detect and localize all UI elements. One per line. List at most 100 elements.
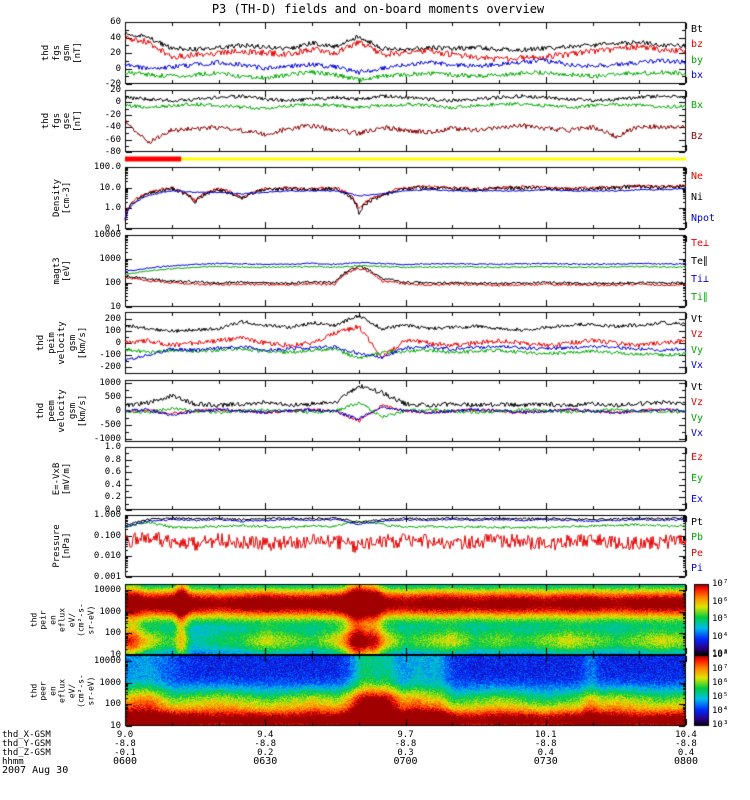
y-tick-label: 0.100 (93, 530, 121, 541)
y-tick-label: 0.1 (104, 224, 121, 234)
bottom-tick-value: 0600 (112, 756, 138, 767)
legend-label: Pe (691, 547, 704, 559)
y-tick-label: 0 (115, 97, 121, 108)
y-tick-label: 0.4 (104, 479, 121, 490)
legend-label: Vx (691, 428, 704, 440)
panel-ylabel: peer (38, 680, 48, 701)
y-tick-label: 1000 (99, 606, 121, 617)
colorbar-tick-label: 10⁷ (712, 664, 729, 674)
legend-label: Ni (691, 192, 704, 203)
y-tick-label: -20 (104, 79, 121, 89)
y-tick-label: 10000 (93, 656, 121, 667)
panel-ylabel: eflux (57, 678, 67, 703)
y-tick-label: 0.6 (104, 467, 121, 478)
y-tick-label: -100 (99, 349, 121, 360)
colorbar-tick-label: 10⁷ (712, 579, 729, 589)
bottom-tick-value: 9.4 (257, 730, 274, 740)
y-tick-label: 100 (104, 699, 121, 710)
date-label: 2007 Aug 30 (2, 765, 69, 776)
panel-ylabel: gse (62, 112, 73, 130)
y-tick-label: 10000 (93, 230, 121, 240)
legend-label: bx (691, 70, 704, 82)
panel-ylabel: [cm-3] (62, 181, 73, 215)
panel-ylabel: [eV] (62, 260, 73, 282)
panel-ylabel: velocity (57, 321, 67, 365)
panel-ylabel: (cm²-s- (76, 602, 86, 637)
legend-label: Ti⊥ (691, 274, 710, 285)
y-tick-label: 100 (104, 326, 121, 337)
colorbar-tick-label: 10⁵ (712, 692, 729, 702)
bottom-tick-value: -8.8 (394, 739, 417, 749)
bottom-tick-value: 0.4 (537, 748, 554, 758)
y-tick-label: 200 (104, 314, 121, 325)
bottom-row-label: hhmm (2, 757, 24, 767)
legend-label: Ne (691, 171, 704, 183)
y-tick-label: 500 (104, 391, 121, 402)
colorbar-tick-label: 10⁴ (712, 706, 729, 716)
panel-ylabel: thd (41, 44, 52, 62)
legend-label: Te∥ (691, 256, 709, 267)
panel-ylabel: [mV/m] (62, 462, 73, 495)
panel-ylabel: [nT] (72, 110, 83, 132)
y-tick-label: 10000 (93, 585, 121, 596)
y-tick-label: 10 (110, 302, 121, 312)
colorbar-tick-label: 10³ (712, 720, 729, 730)
y-tick-label: 20 (110, 48, 121, 58)
y-tick-label: -200 (99, 361, 121, 372)
legend-label: Vt (691, 381, 704, 393)
bottom-tick-value: 9.7 (397, 730, 414, 740)
bottom-tick-value: 0700 (393, 756, 418, 767)
legend-label: Pt (691, 516, 704, 528)
y-tick-label: 0 (115, 338, 121, 348)
y-tick-label: 10 (110, 650, 121, 660)
panel-ylabel: magt3 (51, 257, 62, 285)
bottom-tick-value: 0730 (533, 756, 558, 767)
legend-label: by (691, 54, 704, 66)
bottom-tick-value: -8.8 (254, 739, 277, 749)
y-tick-label: 100 (104, 628, 121, 639)
legend-label: Pb (691, 532, 704, 544)
panel-ylabel: [km/s] (78, 326, 88, 360)
legend-label: Ey (691, 472, 704, 484)
y-tick-label: 0 (115, 406, 121, 416)
legend-label: Vt (691, 313, 704, 325)
y-tick-label: 40 (110, 32, 121, 43)
legend-label: Vz (691, 397, 704, 409)
legend-label: Vy (691, 344, 704, 356)
legend-label: bz (691, 39, 704, 51)
bottom-tick-value: 0.4 (677, 748, 695, 758)
y-tick-label: 60 (110, 17, 121, 27)
panel-ylabel: peir (38, 609, 48, 630)
bottom-tick-value: -8.8 (534, 739, 557, 749)
y-tick-label: 1.0 (104, 442, 121, 452)
y-tick-label: 0.001 (93, 572, 121, 582)
bottom-tick-value: -8.8 (675, 739, 697, 749)
bottom-row-label: thd_X-GSM (2, 730, 51, 740)
colorbar-tick-label: 10⁸ (712, 650, 729, 660)
y-tick-label: 1.000 (93, 510, 121, 520)
y-tick-label: 100 (104, 278, 121, 288)
y-tick-label: -40 (104, 122, 121, 133)
y-tick-label: 1000 (99, 254, 121, 264)
panel-ylabel: en (48, 614, 57, 625)
colorbar-tick-label: 10⁶ (712, 678, 729, 688)
bottom-tick-value: 9.0 (116, 730, 134, 740)
bottom-tick-value: 0.2 (257, 748, 274, 758)
legend-label: Bz (691, 130, 704, 142)
y-tick-label: -80 (104, 147, 121, 157)
bottom-tick-value: -0.1 (114, 748, 136, 758)
panel-ylabel: fgs (51, 44, 62, 62)
y-tick-label: -500 (99, 420, 121, 431)
panel-ylabel: [km/s] (78, 394, 88, 428)
bottom-tick-value: 0800 (673, 756, 699, 767)
panel-ylabel: gsm (67, 334, 78, 352)
panel-ylabel: sr-eV) (86, 605, 95, 634)
legend-label: Ez (691, 451, 704, 463)
legend-label: Bt (691, 23, 704, 35)
panel-ylabel: [nPa] (62, 532, 73, 560)
plot-title: P3 (TH-D) fields and on-board moments ov… (211, 2, 545, 16)
colorbar-tick-label: 10³ (712, 649, 729, 659)
bottom-row-label: thd_Y-GSM (2, 739, 51, 749)
y-tick-label: 10 (110, 721, 121, 731)
bottom-row-label: thd_Z-GSM (2, 748, 51, 758)
